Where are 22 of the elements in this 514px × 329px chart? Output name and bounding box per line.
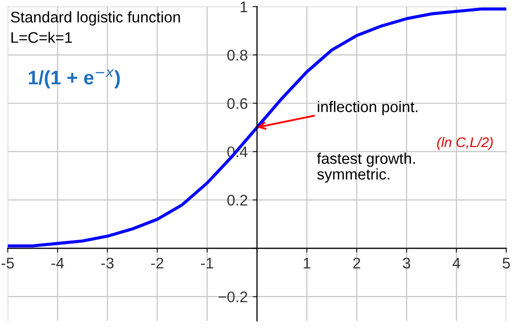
x-tick-label: -3 [101, 258, 114, 269]
annotation: (ln C,L/2) [437, 136, 493, 150]
x-tick-label: 5 [502, 258, 510, 269]
x-tick-label: 1 [304, 258, 310, 268]
annotation: 1/(1 + e$^{−x}$) [28, 69, 120, 88]
y-tick-label: 1 [240, 2, 248, 12]
x-tick-label: 2 [353, 258, 360, 268]
annotation: fastest growth. [317, 152, 415, 167]
y-tick-label: 0.2 [227, 194, 248, 206]
annotation: Standard logistic function [10, 11, 180, 26]
x-tick-label: -2 [151, 258, 164, 268]
x-tick-label: 4 [452, 258, 460, 268]
x-tick-label: 3 [402, 258, 410, 269]
x-tick-label: -5 [2, 258, 14, 269]
y-tick-label: 0.8 [227, 50, 248, 61]
annotation: L=C=k=1 [11, 32, 72, 43]
x-tick-label: -1 [201, 258, 214, 268]
annotation: symmetric. [317, 168, 390, 183]
annotation: inflection point. [318, 100, 418, 116]
y-tick-label: 0.6 [227, 98, 248, 109]
y-tick-label: −0.2 [218, 291, 248, 302]
x-tick-label: -4 [51, 258, 64, 268]
